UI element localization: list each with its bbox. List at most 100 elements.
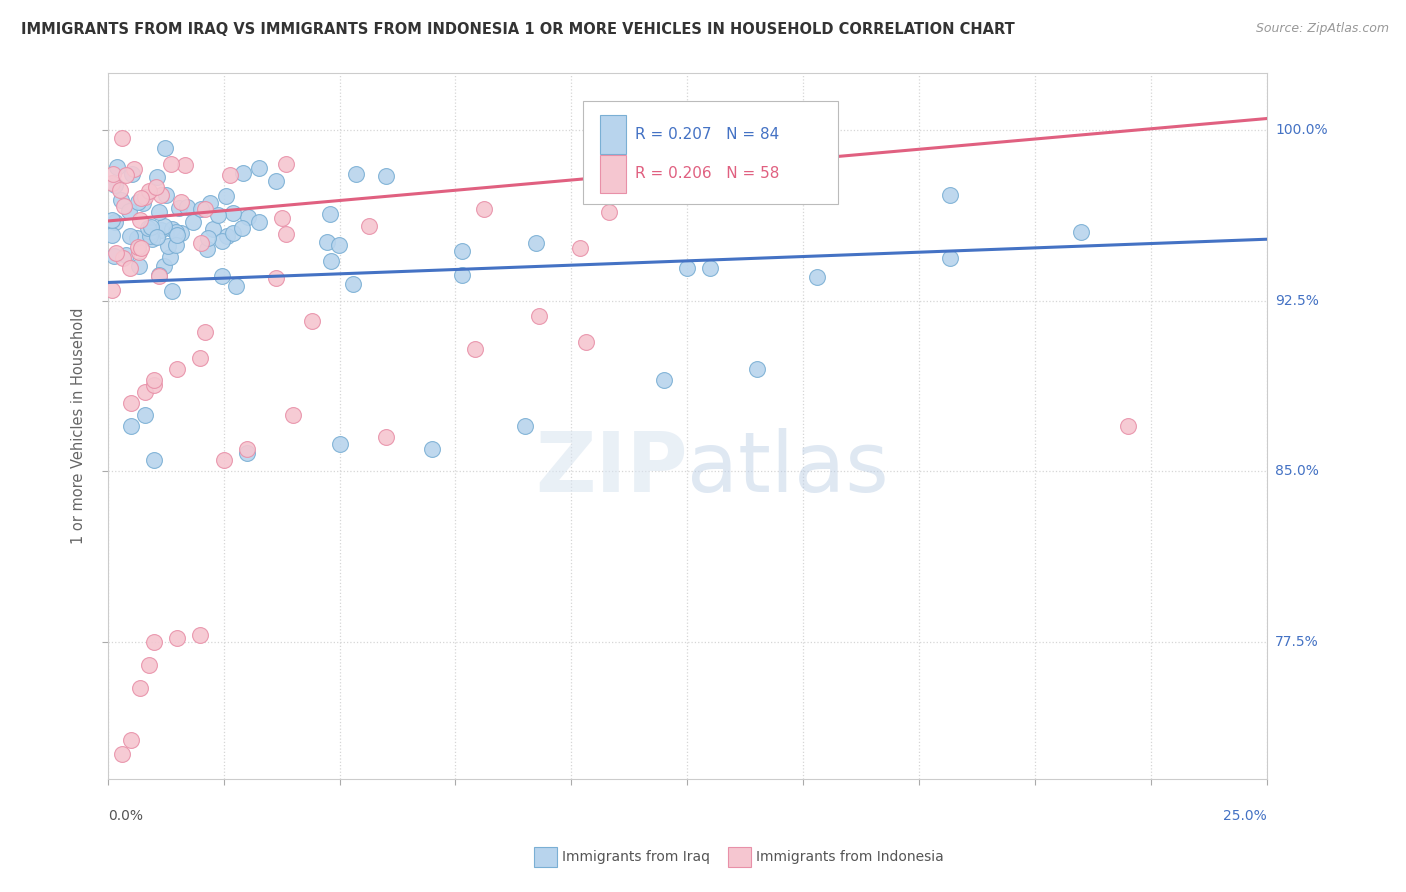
- Point: [127, 240, 149, 254]
- Point: [124, 161, 146, 176]
- Point: [420, 442, 443, 456]
- Point: [159, 157, 181, 171]
- Point: [197, 231, 219, 245]
- Point: [134, 384, 156, 399]
- Point: [104, 215, 127, 229]
- Point: [271, 211, 294, 225]
- Point: [190, 628, 212, 642]
- Text: 100.0%: 100.0%: [1275, 123, 1327, 136]
- Point: [112, 199, 135, 213]
- Point: [181, 215, 204, 229]
- Point: [1116, 419, 1139, 434]
- Point: [190, 235, 212, 250]
- Point: [450, 268, 472, 282]
- Point: [110, 194, 132, 208]
- Text: R = 0.206   N = 58: R = 0.206 N = 58: [636, 167, 779, 181]
- Point: [155, 188, 177, 202]
- Point: [152, 259, 174, 273]
- Point: [236, 442, 259, 456]
- Point: [152, 219, 174, 233]
- Point: [207, 208, 229, 222]
- Point: [120, 261, 142, 276]
- Point: [236, 446, 259, 460]
- Point: [374, 430, 396, 444]
- Point: [120, 733, 142, 747]
- Point: [146, 169, 169, 184]
- Point: [211, 269, 233, 284]
- Point: [101, 167, 124, 181]
- Point: [212, 453, 235, 467]
- Point: [214, 189, 236, 203]
- Point: [111, 251, 134, 265]
- Point: [569, 242, 592, 256]
- Point: [247, 161, 270, 175]
- FancyBboxPatch shape: [583, 101, 838, 203]
- Point: [159, 250, 181, 264]
- Point: [128, 260, 150, 274]
- Point: [166, 225, 188, 239]
- Point: [138, 658, 160, 673]
- Point: [176, 200, 198, 214]
- Text: 25.0%: 25.0%: [1223, 809, 1267, 823]
- FancyBboxPatch shape: [600, 115, 626, 153]
- Point: [319, 207, 342, 221]
- Point: [174, 158, 197, 172]
- Point: [316, 235, 339, 249]
- Point: [162, 221, 184, 235]
- Text: 92.5%: 92.5%: [1275, 293, 1319, 308]
- Point: [128, 245, 150, 260]
- Point: [319, 254, 342, 268]
- Point: [148, 268, 170, 282]
- Text: 85.0%: 85.0%: [1275, 465, 1319, 478]
- Point: [195, 242, 218, 256]
- Point: [524, 235, 547, 250]
- Point: [575, 335, 598, 350]
- FancyBboxPatch shape: [600, 154, 626, 194]
- Point: [236, 210, 259, 224]
- Point: [169, 202, 191, 216]
- Point: [232, 166, 254, 180]
- Point: [129, 191, 152, 205]
- Point: [1070, 226, 1092, 240]
- Point: [143, 453, 166, 467]
- Point: [101, 213, 124, 227]
- Point: [129, 241, 152, 255]
- Text: 77.5%: 77.5%: [1275, 635, 1319, 649]
- Point: [127, 195, 149, 210]
- Point: [274, 227, 297, 241]
- Point: [101, 283, 124, 297]
- Point: [283, 408, 305, 422]
- Point: [121, 167, 143, 181]
- Point: [745, 362, 768, 376]
- Point: [170, 194, 193, 209]
- Point: [219, 168, 242, 182]
- Point: [141, 232, 163, 246]
- Point: [143, 635, 166, 649]
- Point: [231, 221, 253, 235]
- Point: [148, 205, 170, 219]
- Point: [190, 202, 212, 216]
- Point: [134, 408, 156, 422]
- Point: [150, 187, 173, 202]
- Point: [143, 378, 166, 392]
- Point: [328, 238, 350, 252]
- Point: [472, 202, 495, 216]
- Point: [200, 196, 222, 211]
- Text: IMMIGRANTS FROM IRAQ VS IMMIGRANTS FROM INDONESIA 1 OR MORE VEHICLES IN HOUSEHOL: IMMIGRANTS FROM IRAQ VS IMMIGRANTS FROM …: [21, 22, 1015, 37]
- Point: [301, 314, 323, 328]
- Point: [166, 631, 188, 645]
- Point: [211, 234, 233, 248]
- Point: [153, 141, 176, 155]
- Point: [274, 157, 297, 171]
- Point: [115, 248, 138, 262]
- Point: [202, 222, 225, 236]
- Text: Source: ZipAtlas.com: Source: ZipAtlas.com: [1256, 22, 1389, 36]
- Point: [190, 351, 212, 365]
- Point: [104, 178, 127, 192]
- Point: [139, 228, 162, 243]
- Point: [222, 227, 245, 241]
- Point: [194, 325, 217, 339]
- Point: [134, 190, 156, 204]
- Point: [344, 168, 367, 182]
- Point: [132, 195, 155, 210]
